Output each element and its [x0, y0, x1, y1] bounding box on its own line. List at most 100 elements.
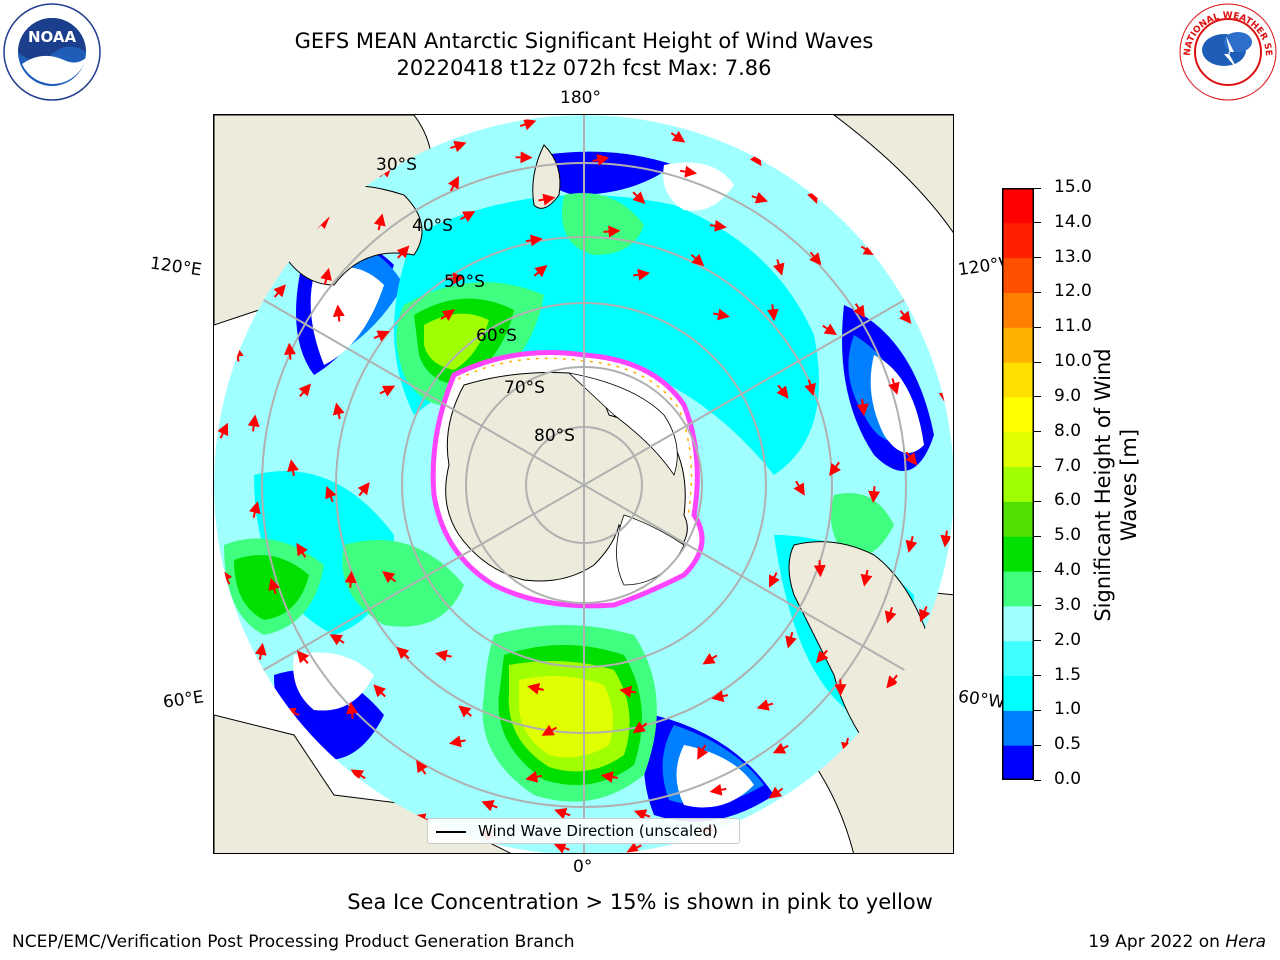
colorbar-tick-mark	[1034, 605, 1041, 607]
nws-logo: NATIONAL WEATHER SERVICE	[1175, 0, 1278, 102]
wave-direction-arrow	[329, 634, 345, 646]
colorbar-tick-mark	[1034, 779, 1041, 781]
map-legend: Wind Wave Direction (unscaled)	[427, 818, 740, 844]
wave-direction-arrow	[632, 191, 646, 204]
wave-direction-arrow	[633, 809, 651, 821]
wave-direction-arrow	[680, 165, 698, 178]
wave-direction-arrow	[829, 461, 841, 477]
wave-direction-arrow	[447, 175, 459, 192]
wave-direction-arrow	[284, 342, 297, 360]
colorbar-label: Significant Height of Wind Waves [m]	[1091, 348, 1141, 622]
colorbar-segment	[1002, 257, 1034, 293]
wave-direction-arrow	[919, 606, 931, 623]
wave-direction-arrow	[416, 759, 428, 775]
wave-direction-arrow	[772, 259, 785, 276]
wave-direction-arrow	[434, 649, 452, 662]
wave-direction-arrow	[709, 219, 727, 232]
noaa-logo-text: NOAA	[28, 28, 77, 46]
wave-direction-arrow	[320, 267, 332, 285]
colorbar-tick-mark	[1034, 222, 1041, 224]
colorbar	[1002, 188, 1034, 781]
wave-direction-arrow	[287, 459, 299, 477]
colorbar-tick-label: 10.0	[1054, 351, 1092, 372]
colorbar-tick-label: 14.0	[1054, 211, 1092, 232]
wave-direction-arrow	[296, 542, 308, 558]
wave-direction-arrow	[325, 485, 337, 503]
legend-text: Wind Wave Direction (unscaled)	[478, 822, 718, 840]
wave-direction-arrow	[603, 225, 621, 238]
colorbar-segment	[1002, 605, 1034, 642]
wave-direction-arrow	[396, 646, 410, 660]
wave-direction-arrow	[592, 154, 610, 166]
wave-direction-arrow	[769, 572, 780, 588]
colorbar-tick-label: 0.0	[1054, 769, 1082, 789]
wave-direction-arrow	[709, 783, 727, 796]
wave-direction-arrow	[938, 387, 951, 405]
wave-direction-arrow	[344, 570, 357, 588]
colorbar-tick-label: 3.0	[1054, 594, 1082, 615]
colorbar-segment	[1002, 292, 1034, 328]
wave-direction-arrow	[541, 724, 557, 736]
wave-direction-arrow	[448, 735, 466, 748]
wave-direction-arrow	[296, 650, 310, 664]
lon-label-60e: 60°E	[161, 687, 206, 713]
colorbar-tick-label: 13.0	[1054, 246, 1092, 267]
wave-direction-arrow	[373, 330, 390, 342]
wave-direction-arrow	[373, 213, 386, 231]
wave-direction-arrow	[756, 699, 774, 711]
chart-subtitle: 20220418 t12z 072h fcst Max: 7.86	[396, 56, 772, 80]
wave-direction-arrow	[899, 310, 912, 324]
colorbar-tick-label: 2.0	[1054, 629, 1082, 650]
colorbar-segment	[1002, 536, 1034, 572]
wave-direction-arrow	[697, 744, 709, 760]
chart-title: GEFS MEAN Antarctic Significant Height o…	[294, 29, 874, 53]
colorbar-tick-label: 4.0	[1054, 560, 1082, 581]
wave-direction-arrow	[332, 304, 345, 322]
wave-direction-arrow	[379, 385, 396, 397]
graticule	[214, 115, 953, 853]
colorbar-segment	[1002, 431, 1034, 468]
lat-label-60s: 60°S	[476, 326, 517, 346]
colorbar-segment	[1002, 640, 1034, 677]
colorbar-tick-label: 6.0	[1054, 490, 1082, 511]
lon-label-0: 0°	[573, 857, 593, 877]
wave-direction-arrow	[772, 742, 789, 754]
footer-date-text: 19 Apr 2022 on	[1088, 932, 1226, 952]
colorbar-tick-label: 1.0	[1054, 699, 1082, 720]
wave-direction-arrow	[460, 210, 476, 223]
wave-direction-arrow	[702, 653, 718, 665]
wave-direction-arrow	[776, 384, 789, 399]
wave-direction-arrow	[298, 383, 312, 397]
colorbar-border	[1002, 188, 1034, 780]
wave-direction-arrow	[905, 536, 918, 553]
colorbar-tick-mark	[1034, 361, 1041, 363]
colorbar-tick-label: 15.0	[1054, 177, 1092, 197]
colorbar-segment	[1002, 501, 1034, 537]
wave-direction-arrow	[249, 501, 261, 518]
wave-direction-arrow	[357, 482, 370, 497]
wave-direction-arrow	[751, 192, 769, 204]
wave-direction-arrow	[332, 402, 345, 420]
colorbar-tick-label: 11.0	[1054, 316, 1092, 337]
wave-direction-arrow	[217, 422, 229, 439]
wave-direction-arrow	[247, 414, 260, 432]
wave-direction-arrow	[373, 684, 386, 698]
colorbar-segment	[1002, 396, 1034, 433]
colorbar-tick-mark	[1034, 500, 1041, 502]
moderate-wave-regions	[224, 193, 894, 635]
wave-direction-arrow	[860, 569, 873, 587]
wave-direction-arrow	[554, 807, 571, 820]
wave-direction-arrow	[940, 530, 953, 548]
legend-line-sample	[436, 831, 466, 833]
colorbar-tick-mark	[1034, 675, 1041, 677]
noaa-logo: NOAA	[2, 2, 102, 102]
colorbar-tick-label: 5.0	[1054, 525, 1082, 546]
colorbar-tick-label: 8.0	[1054, 420, 1082, 441]
wave-direction-arrow	[382, 571, 397, 584]
lon-label-120w: 120°W	[956, 253, 1008, 281]
colorbar-tick-mark	[1034, 291, 1041, 293]
colorbar-tick-mark	[1034, 396, 1041, 398]
wave-direction-arrow	[527, 682, 544, 695]
wave-direction-arrow	[884, 607, 897, 624]
wave-direction-arrow	[766, 304, 779, 322]
